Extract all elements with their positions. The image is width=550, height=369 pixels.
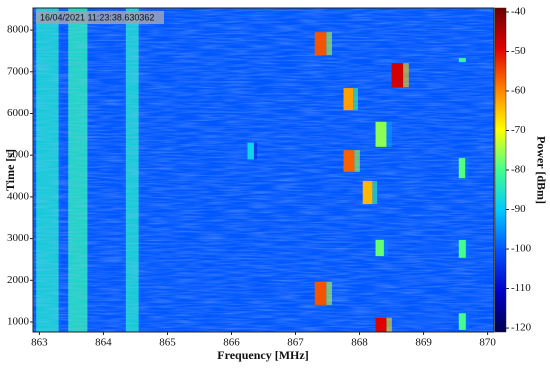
colorbar-tick-label: -70 [511,124,526,136]
burst [343,150,355,172]
burst [458,158,466,179]
burst [375,317,387,332]
y-tick-label: 7000 [7,65,30,77]
burst [314,281,327,305]
plot-frame [32,7,495,333]
x-tick-label: 867 [287,337,304,349]
y-tick-label: 3000 [7,232,30,244]
x-tick-label: 864 [95,337,112,349]
burst-tail [253,142,258,160]
colorbar [494,7,507,333]
x-tick-label: 870 [479,337,496,349]
y-tick-label: 5000 [7,149,30,161]
burst [362,181,373,204]
x-tick-label: 868 [351,337,368,349]
burst [391,63,404,88]
burst [247,142,254,160]
burst-tail [383,239,389,257]
burst-tail [465,239,470,258]
burst-tail [326,32,333,56]
x-tick-label: 863 [31,337,48,349]
colorbar-tick-label: -50 [511,45,526,57]
colorbar-tick-label: -80 [511,164,526,176]
y-tick-label: 1000 [7,316,30,328]
x-tick-label: 865 [159,337,176,349]
noise-texture [33,8,494,332]
colorbar-tick-label: -110 [511,282,531,294]
colorbar-label: Power [dBm] [534,136,548,204]
burst [458,313,466,330]
y-tick-label: 4000 [7,190,30,202]
timestamp-box [36,11,164,24]
colorbar-tick-label: -100 [511,243,532,255]
burst-tail [354,150,360,172]
y-axis-label: Time [s] [3,149,17,191]
burst [458,239,466,258]
x-axis-label: Frequency [MHz] [217,348,308,362]
burst-tail [465,158,469,179]
burst [375,239,384,257]
burst-tail [372,181,378,204]
burst-tail [465,58,470,63]
burst-tail [353,88,358,111]
x-tick-label: 866 [223,337,240,349]
colorbar-tick-label: -120 [511,322,532,334]
x-tick-label: 869 [415,337,432,349]
burst [343,88,354,111]
burst-tail [403,63,409,88]
colorbar-tick-label: -60 [511,85,526,97]
plot-area [33,8,494,332]
y-tick-label: 8000 [7,24,30,36]
y-tick-label: 6000 [7,107,30,119]
timestamp: 16/04/2021 11:23:38.630362 [40,12,154,22]
burst [375,121,387,147]
y-tick-label: 2000 [7,274,30,286]
burst [314,32,327,56]
burst-tail [465,313,470,330]
burst-tail [386,121,392,147]
colorbar-tick-label: -90 [511,203,526,215]
colorbar-tick-label: -40 [511,5,526,17]
burst [458,58,466,63]
burst-tail [386,317,392,332]
burst-tail [326,281,333,305]
